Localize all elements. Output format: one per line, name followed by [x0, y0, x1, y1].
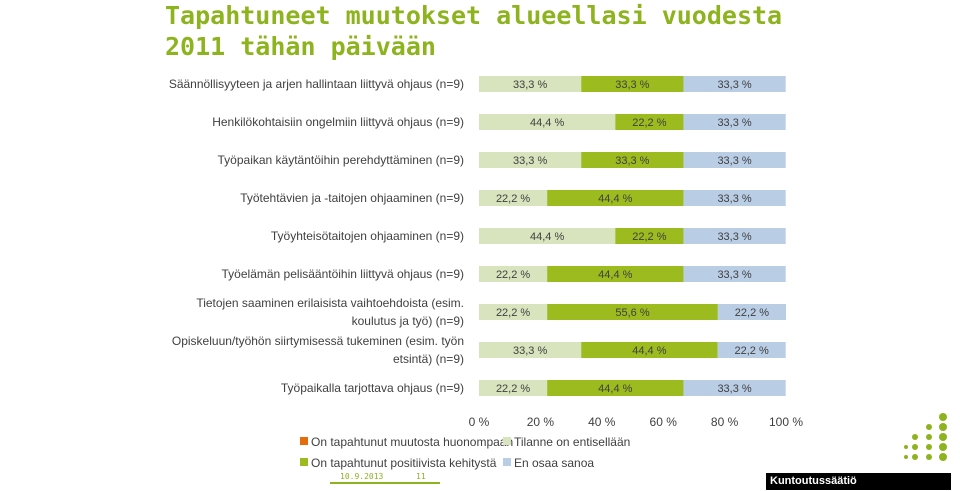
category-label: Säännöllisyyteen ja arjen hallintaan lii… [169, 77, 464, 91]
legend-swatch [300, 458, 308, 466]
data-label: 33,3 % [615, 79, 649, 91]
data-label: 22,2 % [496, 269, 530, 281]
legend-swatch [503, 458, 511, 466]
data-label: 33,3 % [717, 193, 751, 205]
bar-segment [581, 152, 684, 168]
data-label: 22,2 % [496, 307, 530, 319]
bar-segment [479, 304, 548, 320]
page-title: Tapahtuneet muutokset alueellasi vuodest… [165, 0, 782, 62]
data-label: 44,4 % [530, 231, 564, 243]
brand-label: Kuntoutussäätiö [766, 473, 951, 490]
bar-segment [479, 76, 582, 92]
bar-segment [479, 342, 582, 358]
category-label: Työelämän pelisääntöihin liittyvä ohjaus… [222, 267, 464, 281]
data-label: 55,6 % [615, 307, 649, 319]
data-label: 22,2 % [496, 383, 530, 395]
bar-segment [479, 190, 548, 206]
x-tick-label: 60 % [650, 415, 678, 429]
bar-segment [683, 190, 786, 206]
bar-segment [479, 152, 582, 168]
legend-label: En osaa sanoa [514, 456, 594, 470]
data-label: 33,3 % [615, 155, 649, 167]
data-label: 33,3 % [513, 79, 547, 91]
legend-label: Tilanne on entisellään [514, 435, 630, 449]
category-label: Työtehtävien ja -taitojen ohjaaminen (n=… [240, 191, 464, 205]
data-label: 44,4 % [598, 269, 632, 281]
data-label: 22,2 % [496, 193, 530, 205]
x-tick-label: 80 % [711, 415, 739, 429]
category-label: koulutus ja työ) (n=9) [352, 314, 464, 328]
data-label: 22,2 % [735, 307, 769, 319]
x-tick-label: 20 % [527, 415, 555, 429]
footer-divider [330, 482, 440, 484]
data-label: 44,4 % [598, 383, 632, 395]
legend-label: On tapahtunut positiivista kehitystä [311, 456, 497, 470]
bar-segment [683, 76, 786, 92]
category-label: Työpaikan käytäntöihin perehdyttäminen (… [218, 153, 465, 167]
data-label: 33,3 % [513, 155, 547, 167]
category-label: etsintä) (n=9) [393, 352, 464, 366]
data-label: 44,4 % [530, 117, 564, 129]
category-label: Opiskeluun/työhön siirtymisessä tukemine… [172, 334, 464, 348]
bar-segment [683, 114, 786, 130]
bar-segment [479, 114, 616, 130]
bar-segment [683, 228, 786, 244]
data-label: 22,2 % [632, 231, 666, 243]
x-tick-label: 40 % [588, 415, 616, 429]
data-label: 33,3 % [717, 155, 751, 167]
footer-page-number: 11 [416, 472, 426, 481]
bar-segment [547, 190, 684, 206]
bar-segment [615, 114, 684, 130]
data-label: 22,2 % [632, 117, 666, 129]
bar-segment [581, 76, 684, 92]
category-label: Tietojen saaminen erilaisista vaihtoehdo… [196, 296, 464, 310]
data-label: 33,3 % [717, 269, 751, 281]
data-label: 33,3 % [717, 231, 751, 243]
category-label: Henkilökohtaisiin ongelmiin liittyvä ohj… [212, 115, 464, 129]
data-label: 44,4 % [632, 345, 666, 357]
bar-segment [615, 228, 684, 244]
footer-date: 10.9.2013 [340, 472, 384, 481]
bar-segment [683, 380, 786, 396]
bar-segment [683, 152, 786, 168]
brand-logo [904, 413, 947, 461]
bar-segment [479, 266, 548, 282]
title-line-1: Tapahtuneet muutokset alueellasi vuodest… [165, 1, 783, 30]
bar-segment [717, 342, 786, 358]
category-label: Työpaikalla tarjottava ohjaus (n=9) [281, 381, 464, 395]
data-label: 33,3 % [717, 383, 751, 395]
title-line-2: 2011 tähän päivään [165, 32, 436, 61]
data-label: 22,2 % [734, 345, 768, 357]
x-tick-label: 0 % [469, 415, 490, 429]
bar-segment [547, 266, 684, 282]
data-label: 33,3 % [513, 345, 547, 357]
bar-segment [717, 304, 786, 320]
legend-swatch [503, 437, 511, 445]
bar-segment [581, 342, 718, 358]
data-label: 33,3 % [717, 117, 751, 129]
legend-swatch [300, 437, 308, 445]
x-tick-label: 100 % [769, 415, 803, 429]
data-label: 33,3 % [717, 79, 751, 91]
bar-segment [547, 304, 718, 320]
legend-label: On tapahtunut muutosta huonompaan [311, 435, 513, 449]
bar-segment [479, 228, 616, 244]
category-label: Työyhteisötaitojen ohjaaminen (n=9) [271, 229, 464, 243]
bar-segment [683, 266, 786, 282]
bar-segment [479, 380, 548, 396]
data-label: 44,4 % [598, 193, 632, 205]
bar-segment [547, 380, 684, 396]
